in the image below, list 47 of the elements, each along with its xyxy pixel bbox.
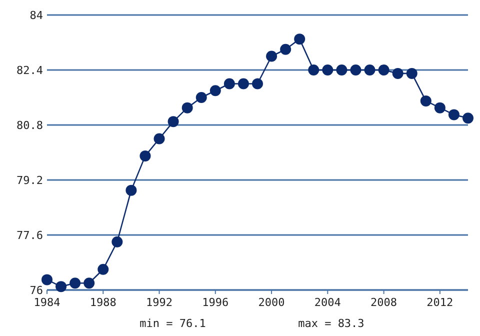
x-tick-label: 2000 xyxy=(258,296,285,309)
y-tick-label: 84 xyxy=(30,9,44,22)
point xyxy=(434,102,446,114)
point xyxy=(364,64,376,76)
point xyxy=(462,112,474,124)
point xyxy=(210,85,221,96)
point xyxy=(252,78,263,90)
point xyxy=(378,64,390,76)
point xyxy=(42,274,52,286)
point xyxy=(56,281,67,292)
x-tick-label: 2012 xyxy=(426,296,454,309)
y-tick-label: 79.2 xyxy=(16,174,43,187)
y-tick-label: 82.4 xyxy=(16,64,44,77)
y-tick-label: 76 xyxy=(30,284,43,297)
point xyxy=(392,68,404,79)
point xyxy=(84,278,95,289)
point xyxy=(98,264,109,275)
point xyxy=(168,116,179,128)
x-tick-label: 2004 xyxy=(314,296,342,309)
point xyxy=(154,133,165,144)
x-tick-label: 1992 xyxy=(146,296,173,309)
point xyxy=(336,64,348,76)
point xyxy=(420,95,432,106)
point xyxy=(140,150,151,162)
x-tick-label: 2008 xyxy=(370,296,398,309)
point xyxy=(196,92,207,103)
x-tick-label: 1996 xyxy=(202,296,229,309)
point xyxy=(238,78,249,90)
x-tick-label: 1984 xyxy=(34,296,61,309)
point xyxy=(126,184,137,196)
point xyxy=(266,50,278,62)
y-tick-label: 77.6 xyxy=(16,229,43,242)
point xyxy=(224,78,235,90)
point xyxy=(70,278,81,289)
point xyxy=(322,64,334,76)
point xyxy=(350,64,362,76)
point xyxy=(308,64,320,76)
point xyxy=(112,236,123,248)
point xyxy=(294,34,306,45)
point xyxy=(182,102,193,114)
point xyxy=(448,109,460,120)
text: max = 83.3 xyxy=(298,317,364,330)
y-tick-label: 80.8 xyxy=(16,119,43,132)
point xyxy=(280,44,292,55)
x-tick-label: 1988 xyxy=(90,296,116,309)
point xyxy=(406,68,418,79)
text: min = 76.1 xyxy=(140,317,206,330)
